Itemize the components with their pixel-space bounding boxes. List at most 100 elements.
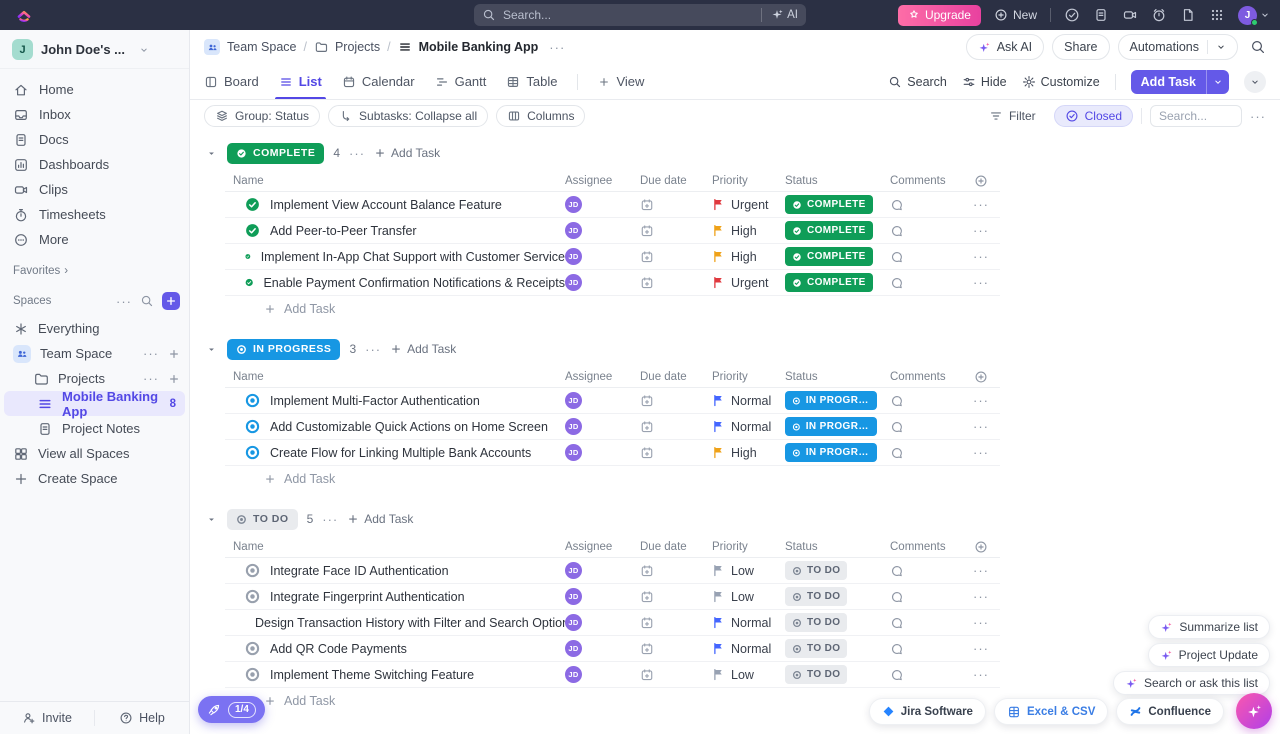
due-date-cell[interactable] [640,668,712,682]
record-clip-icon[interactable] [1122,7,1138,23]
sidebar-item-projects[interactable]: Projects ··· [0,366,189,391]
comments-cell[interactable] [890,420,962,434]
task-row[interactable]: Create Flow for Linking Multiple Bank Ac… [225,440,1000,466]
list-search-input[interactable] [1150,105,1242,127]
collapse-group-icon[interactable] [206,148,218,159]
add-task-button[interactable]: Add Task [1131,70,1229,94]
status-pill[interactable]: IN PROGRESS [785,417,877,436]
tab-board[interactable]: Board [204,64,259,99]
spaces-more-icon[interactable]: ··· [116,295,132,308]
row-menu-icon[interactable]: ··· [973,224,989,237]
hide-button[interactable]: Hide [962,75,1007,89]
sidebar-item-view-all-spaces[interactable]: View all Spaces [0,441,189,466]
task-status-icon[interactable] [245,445,260,460]
reminder-clock-icon[interactable] [1151,7,1167,23]
priority-cell[interactable]: Low [712,564,785,578]
row-menu-icon[interactable]: ··· [973,420,989,433]
priority-cell[interactable]: Low [712,668,785,682]
projects-add-icon[interactable] [168,373,180,385]
comments-cell[interactable] [890,446,962,460]
team-space-more-icon[interactable]: ··· [143,347,159,360]
column-header-priority[interactable]: Priority [712,371,785,383]
view-search-icon[interactable] [1250,39,1266,55]
search-or-ask-button[interactable]: Search or ask this list [1113,671,1270,695]
column-header-status[interactable]: Status [785,541,890,553]
group-status-pill[interactable]: IN PROGRESS [227,339,340,360]
task-row[interactable]: Enable Payment Confirmation Notification… [225,270,1000,296]
task-status-icon[interactable] [245,393,260,408]
task-name[interactable]: Create Flow for Linking Multiple Bank Ac… [270,446,531,460]
upgrade-button[interactable]: Upgrade [898,5,981,26]
column-header-comments[interactable]: Comments [890,541,962,553]
comments-cell[interactable] [890,668,962,682]
summarize-list-button[interactable]: Summarize list [1148,615,1270,639]
projects-more-icon[interactable]: ··· [143,372,159,385]
row-menu-icon[interactable]: ··· [973,250,989,263]
sidebar-item-create-space[interactable]: Create Space [0,466,189,491]
task-status-icon[interactable] [245,223,260,238]
task-name[interactable]: Implement Multi-Factor Authentication [270,394,480,408]
team-space-add-icon[interactable] [168,348,180,360]
column-header-due-date[interactable]: Due date [640,175,712,187]
status-pill[interactable]: COMPLETE [785,221,873,240]
status-pill[interactable]: IN PROGRESS [785,391,877,410]
task-row[interactable]: Implement View Account Balance Feature J… [225,192,1000,218]
user-avatar[interactable]: J [1238,6,1270,25]
favorites-section[interactable]: Favorites› [0,265,189,277]
task-row[interactable]: Add Peer-to-Peer Transfer JD High COMPLE… [225,218,1000,244]
row-menu-icon[interactable]: ··· [973,564,989,577]
group-add-task-button[interactable]: Add Task [390,342,456,356]
group-more-icon[interactable]: ··· [349,147,365,160]
add-task-row[interactable]: Add Task [225,466,1000,492]
sidebar-item-team-space[interactable]: Team Space ··· [0,341,189,366]
task-name[interactable]: Integrate Face ID Authentication [270,564,449,578]
tab-list[interactable]: List [279,64,322,99]
collapse-header-button[interactable] [1244,71,1266,93]
column-header-assignee[interactable]: Assignee [565,371,640,383]
task-name[interactable]: Add Peer-to-Peer Transfer [270,224,417,238]
row-menu-icon[interactable]: ··· [973,276,989,289]
breadcrumb-team-space[interactable]: Team Space [227,40,296,54]
assignee-avatar[interactable]: JD [565,666,582,683]
priority-cell[interactable]: Urgent [712,198,785,212]
priority-cell[interactable]: High [712,446,785,460]
assignee-avatar[interactable]: JD [565,562,582,579]
new-button[interactable]: New [994,8,1037,22]
task-name[interactable]: Implement View Account Balance Feature [270,198,502,212]
sidebar-item-mobile-banking-app[interactable]: Mobile Banking App 8 [4,391,185,416]
sidebar-item-docs[interactable]: Docs [0,127,189,152]
comments-cell[interactable] [890,250,962,264]
comments-cell[interactable] [890,276,962,290]
invite-button[interactable]: Invite [0,702,94,734]
status-pill[interactable]: TO DO [785,665,847,684]
workspace-switcher[interactable]: J John Doe's ... [0,30,189,69]
comments-cell[interactable] [890,564,962,578]
collapse-group-icon[interactable] [206,344,218,355]
ask-ai-button[interactable]: Ask AI [966,34,1044,60]
task-status-icon[interactable] [245,249,251,264]
due-date-cell[interactable] [640,250,712,264]
closed-filter-button[interactable]: Closed [1054,105,1133,127]
group-status-pill[interactable]: COMPLETE [227,143,324,164]
automations-button[interactable]: Automations [1118,34,1238,60]
task-row[interactable]: Design Transaction History with Filter a… [225,610,1000,636]
excel-csv-button[interactable]: Excel & CSV [994,698,1108,725]
add-column-icon[interactable] [962,174,1000,188]
ai-fab-button[interactable] [1236,693,1272,729]
comments-cell[interactable] [890,198,962,212]
column-header-assignee[interactable]: Assignee [565,175,640,187]
task-name[interactable]: Implement In-App Chat Support with Custo… [261,250,565,264]
task-name[interactable]: Add Customizable Quick Actions on Home S… [270,420,548,434]
group-by-button[interactable]: Group: Status [204,105,320,127]
add-view-button[interactable]: View [598,64,644,99]
row-menu-icon[interactable]: ··· [973,642,989,655]
priority-cell[interactable]: Low [712,590,785,604]
group-status-pill[interactable]: TO DO [227,509,298,530]
search-tasks-button[interactable]: Search [888,75,947,89]
priority-cell[interactable]: Normal [712,394,785,408]
comments-cell[interactable] [890,642,962,656]
assignee-avatar[interactable]: JD [565,614,582,631]
due-date-cell[interactable] [640,642,712,656]
due-date-cell[interactable] [640,394,712,408]
column-header-name[interactable]: Name [225,371,565,383]
